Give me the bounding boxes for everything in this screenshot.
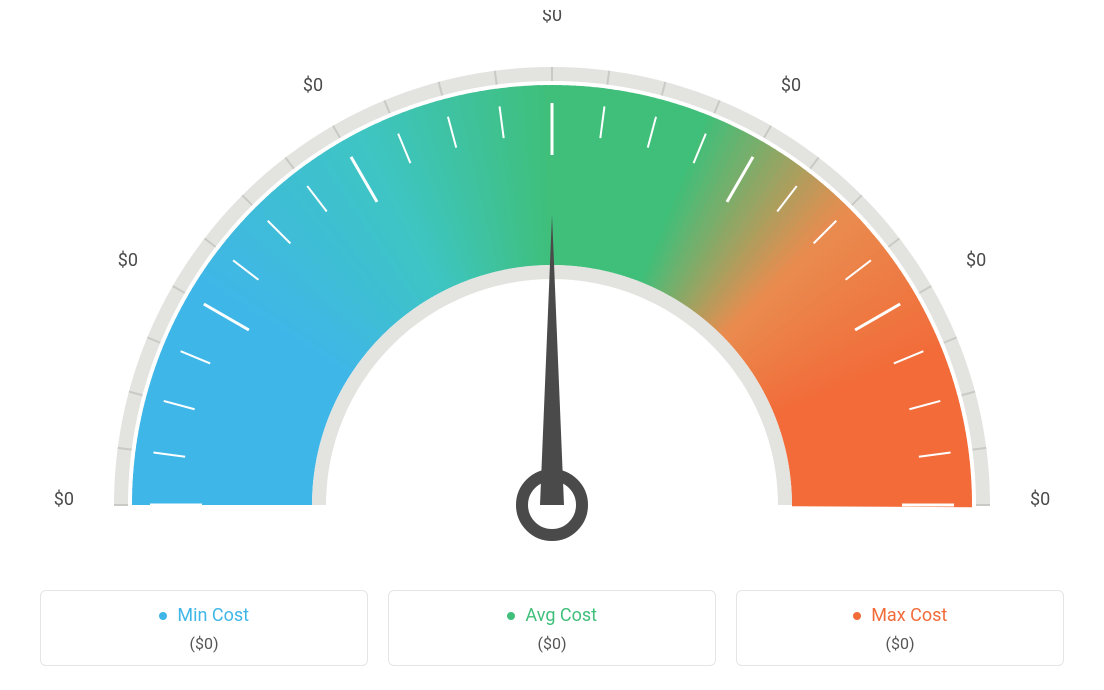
legend-min-value: ($0) xyxy=(49,634,359,653)
legend-max-text: Max Cost xyxy=(871,605,947,626)
gauge-tick-label: $0 xyxy=(966,250,986,271)
legend-min-label: Min Cost xyxy=(49,605,359,626)
legend-min-cost: Min Cost ($0) xyxy=(40,590,368,666)
gauge-tick-label: $0 xyxy=(54,489,74,510)
gauge-tick-label: $0 xyxy=(303,75,323,96)
legend-max-cost: Max Cost ($0) xyxy=(736,590,1064,666)
legend-avg-bullet xyxy=(507,612,515,620)
gauge-tick-label: $0 xyxy=(118,250,138,271)
gauge-tick-label: $0 xyxy=(542,10,562,26)
gauge-tick-label: $0 xyxy=(781,75,801,96)
legend-max-value: ($0) xyxy=(745,634,1055,653)
legend-avg-cost: Avg Cost ($0) xyxy=(388,590,716,666)
gauge-svg: $0 $0 $0 $0 $0 $0 $0 xyxy=(0,10,1104,570)
legend-row: Min Cost ($0) Avg Cost ($0) Max Cost ($0… xyxy=(40,590,1064,666)
legend-max-bullet xyxy=(853,612,861,620)
legend-min-text: Min Cost xyxy=(177,605,249,626)
legend-avg-text: Avg Cost xyxy=(525,605,597,626)
legend-avg-value: ($0) xyxy=(397,634,707,653)
legend-max-label: Max Cost xyxy=(745,605,1055,626)
cost-gauge-chart: $0 $0 $0 $0 $0 $0 $0 xyxy=(0,10,1104,570)
legend-min-bullet xyxy=(159,612,167,620)
legend-avg-label: Avg Cost xyxy=(397,605,707,626)
gauge-tick-label: $0 xyxy=(1030,489,1050,510)
